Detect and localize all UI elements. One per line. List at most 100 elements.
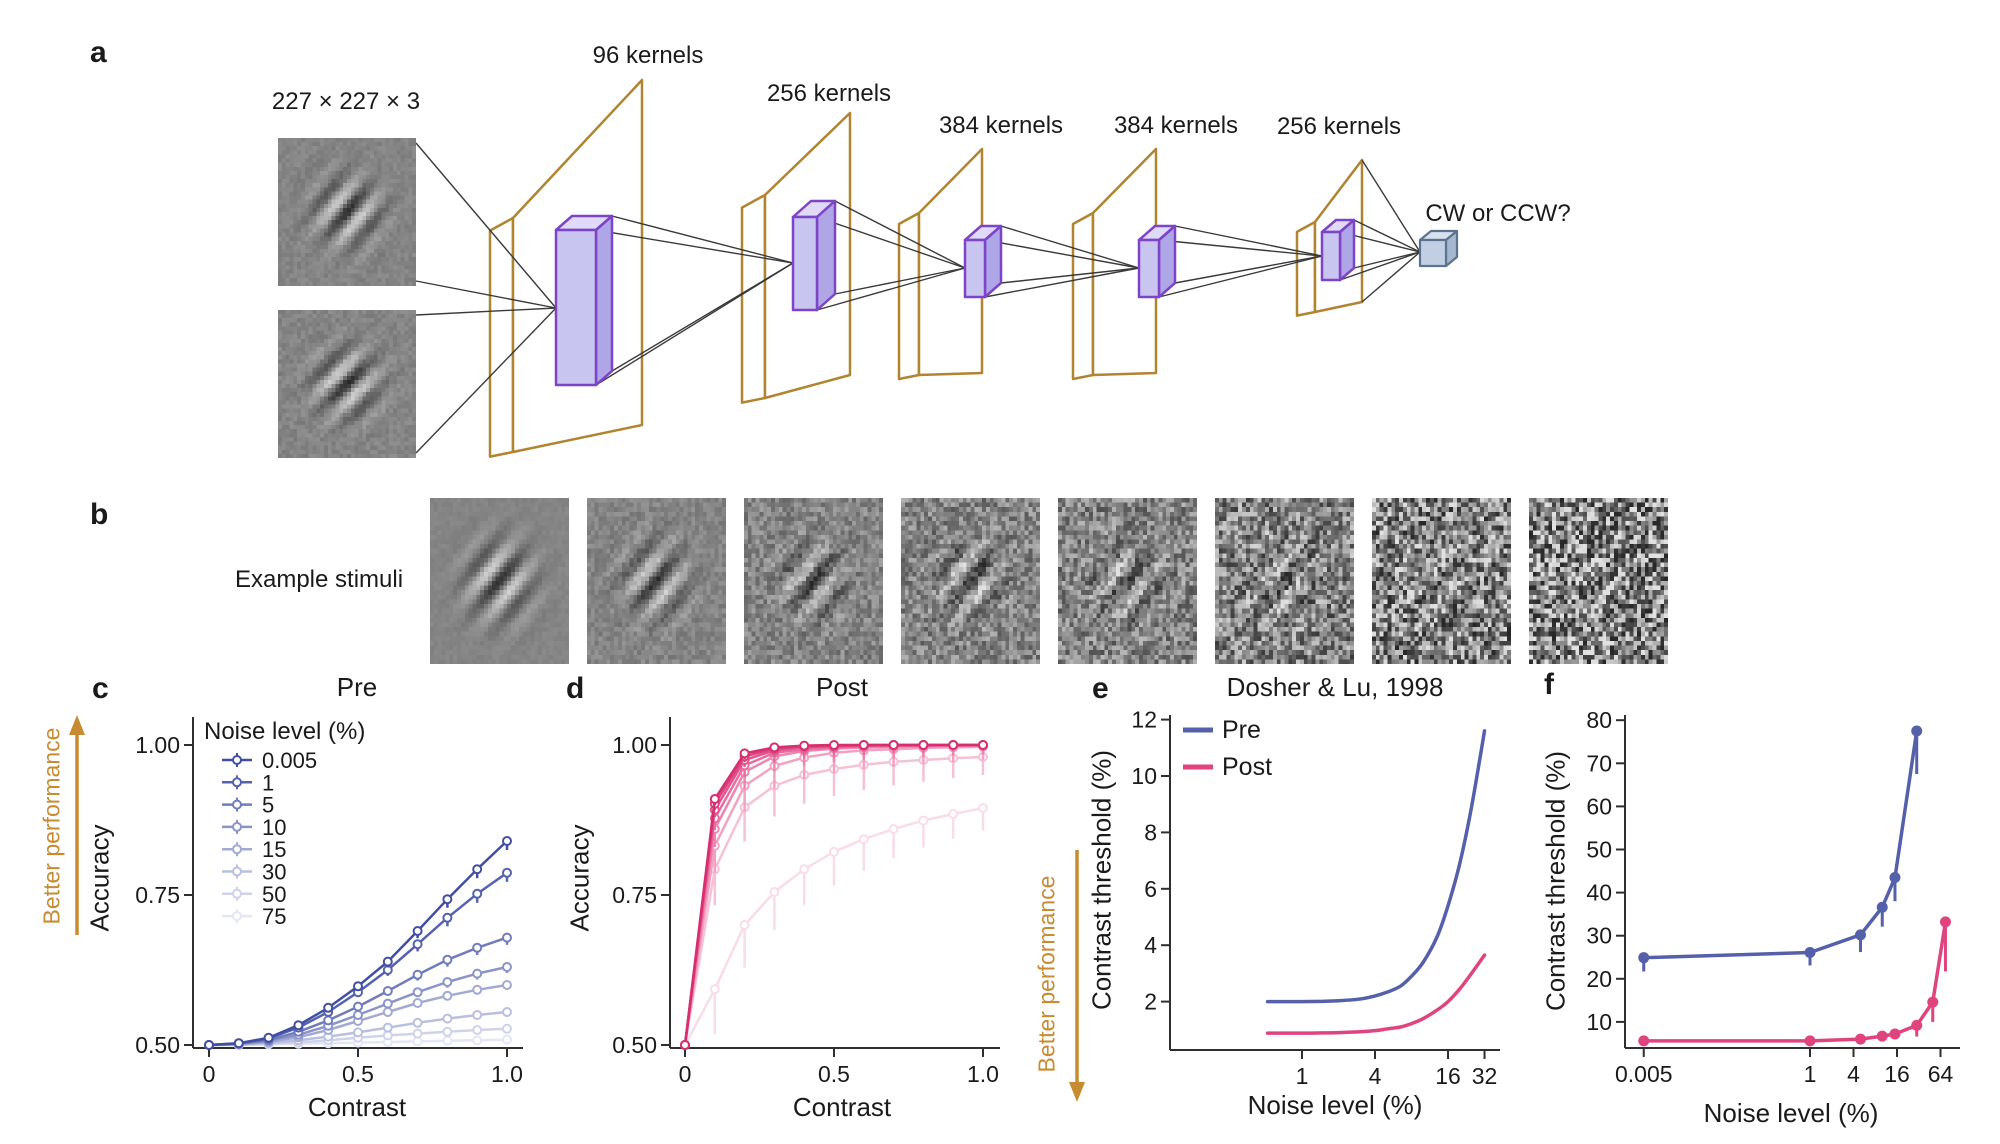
input-gabor-2 [278,310,416,458]
y-tick-10: 10 [1586,1009,1612,1035]
panel-f-xlabel: Noise level (%) [1703,1098,1879,1128]
y-tick-60: 60 [1586,793,1612,819]
panel-e-ylabel: Contrast threshold (%) [1086,749,1117,1011]
legend-item-15: 15 [262,837,286,862]
output-cube [1418,229,1459,268]
series-pre [1638,725,1923,972]
x-tick-1: 1 [1296,1063,1309,1089]
kernel-stack-2 [791,199,837,312]
kernel-stack-3 [963,224,1003,299]
arrowhead-up-icon [69,715,85,735]
receptive-field-cone-2 [595,215,794,386]
x-tick-1.0: 1.0 [491,1061,523,1087]
y-tick-40: 40 [1586,880,1612,906]
y-tick-8: 8 [1144,819,1157,845]
better-performance-down-text: Better performance [1033,875,1060,1073]
example-stimulus-noise-0.005 [430,498,569,664]
panel-d-plot: 0.50 0.75 1.00 0 0.5 1.0 [612,717,1000,1087]
x-tick-0: 0 [679,1061,692,1087]
panel-e-title: Dosher & Lu, 1998 [1226,672,1444,702]
legend-item-50: 50 [262,882,286,907]
example-stimulus-noise-1 [587,498,726,664]
panel-e-legend-post: Post [1222,753,1273,781]
receptive-field-cone-4 [984,225,1140,298]
y-tick-2: 2 [1144,989,1157,1015]
y-tick-30: 30 [1586,923,1612,949]
legend-item-0.005: 0.005 [262,748,317,773]
receptive-field-cone-6 [1339,159,1421,303]
panel-c-plot: 0.50 0.75 1.00 0 0.5 1.0 [135,717,523,1087]
panel-d-label: d [566,672,585,705]
y-tick-6: 6 [1144,876,1157,902]
panel-d-xlabel: Contrast [792,1092,892,1122]
kernel-stack-5 [1320,218,1356,282]
x-tick-1: 1 [1804,1061,1817,1087]
panel-c-title: Pre [336,672,378,702]
output-question-label: CW or CCW? [1425,200,1571,227]
legend-item-30: 30 [262,860,286,885]
y-tick-0.75: 0.75 [135,882,180,908]
y-tick-50: 50 [1586,837,1612,863]
panel-e-legend-pre: Pre [1222,716,1261,744]
panel-d-ylabel: Accuracy [564,824,595,932]
x-tick-4: 4 [1369,1063,1382,1089]
y-tick-0.50: 0.50 [612,1032,657,1058]
legend-item-5: 5 [262,793,274,818]
cnn-architecture-diagram [415,78,1459,458]
x-tick-32: 32 [1472,1063,1498,1089]
kernel-stack-1 [554,214,614,387]
y-tick-1.00: 1.00 [135,732,180,758]
example-stimuli-caption: Example stimuli [234,566,404,593]
legend-item-10: 10 [262,815,286,840]
y-tick-80: 80 [1586,707,1612,733]
example-stimulus-noise-75 [1529,498,1668,664]
receptive-field-cone-5 [1158,225,1323,298]
y-tick-0.75: 0.75 [612,882,657,908]
panel-d-title: Post [815,672,869,702]
panel-c-label: c [92,672,109,705]
panel-c-legend-title: Noise level (%) [204,718,366,745]
example-stimulus-noise-50 [1372,498,1511,664]
legend-item-75: 75 [262,904,286,929]
conv-layer-sheet-4 [1071,147,1158,381]
x-tick-16: 16 [1435,1063,1461,1089]
panel-c-ylabel: Accuracy [84,824,115,932]
panel-f-label: f [1544,668,1554,701]
panel-e-label: e [1092,672,1109,705]
better-performance-arrows [69,715,1085,1102]
y-tick-12: 12 [1131,707,1157,733]
curve-pre [1265,729,1487,1004]
x-tick-0.005: 0.005 [1615,1061,1673,1087]
y-tick-0.50: 0.50 [135,1032,180,1058]
panel-f-plot: 10 20 30 40 50 60 70 80 0.005 1 4 16 64 [1586,707,1960,1087]
y-tick-1.00: 1.00 [612,732,657,758]
input-size-label: 227 × 227 × 3 [271,88,421,115]
panel-b-label: b [90,498,109,531]
conv-layer-sheet-3 [897,147,984,381]
series-noise-0.005 [204,836,512,1050]
better-performance-up-text: Better performance [38,727,65,925]
x-tick-4: 4 [1847,1061,1860,1087]
example-stimulus-noise-15 [1058,498,1197,664]
example-stimulus-noise-30 [1215,498,1354,664]
y-tick-20: 20 [1586,966,1612,992]
curve-post [1265,953,1487,1035]
series-noise-75 [680,803,988,1050]
kernel-stack-4 [1137,224,1177,299]
arrowhead-down-icon [1069,1082,1085,1102]
x-tick-16: 16 [1884,1061,1910,1087]
conv1-kernels-label: 96 kernels [592,42,704,69]
series-noise-0.005 [680,740,988,1050]
receptive-field-cone-3 [816,200,966,311]
input-gabor-1 [278,138,416,286]
panel-a-label: a [90,36,107,69]
panel-e-xlabel: Noise level (%) [1247,1090,1423,1120]
series-post [1638,916,1951,1047]
x-tick-0: 0 [203,1061,216,1087]
x-tick-0.5: 0.5 [818,1061,850,1087]
receptive-field-cone-1 [415,142,557,454]
